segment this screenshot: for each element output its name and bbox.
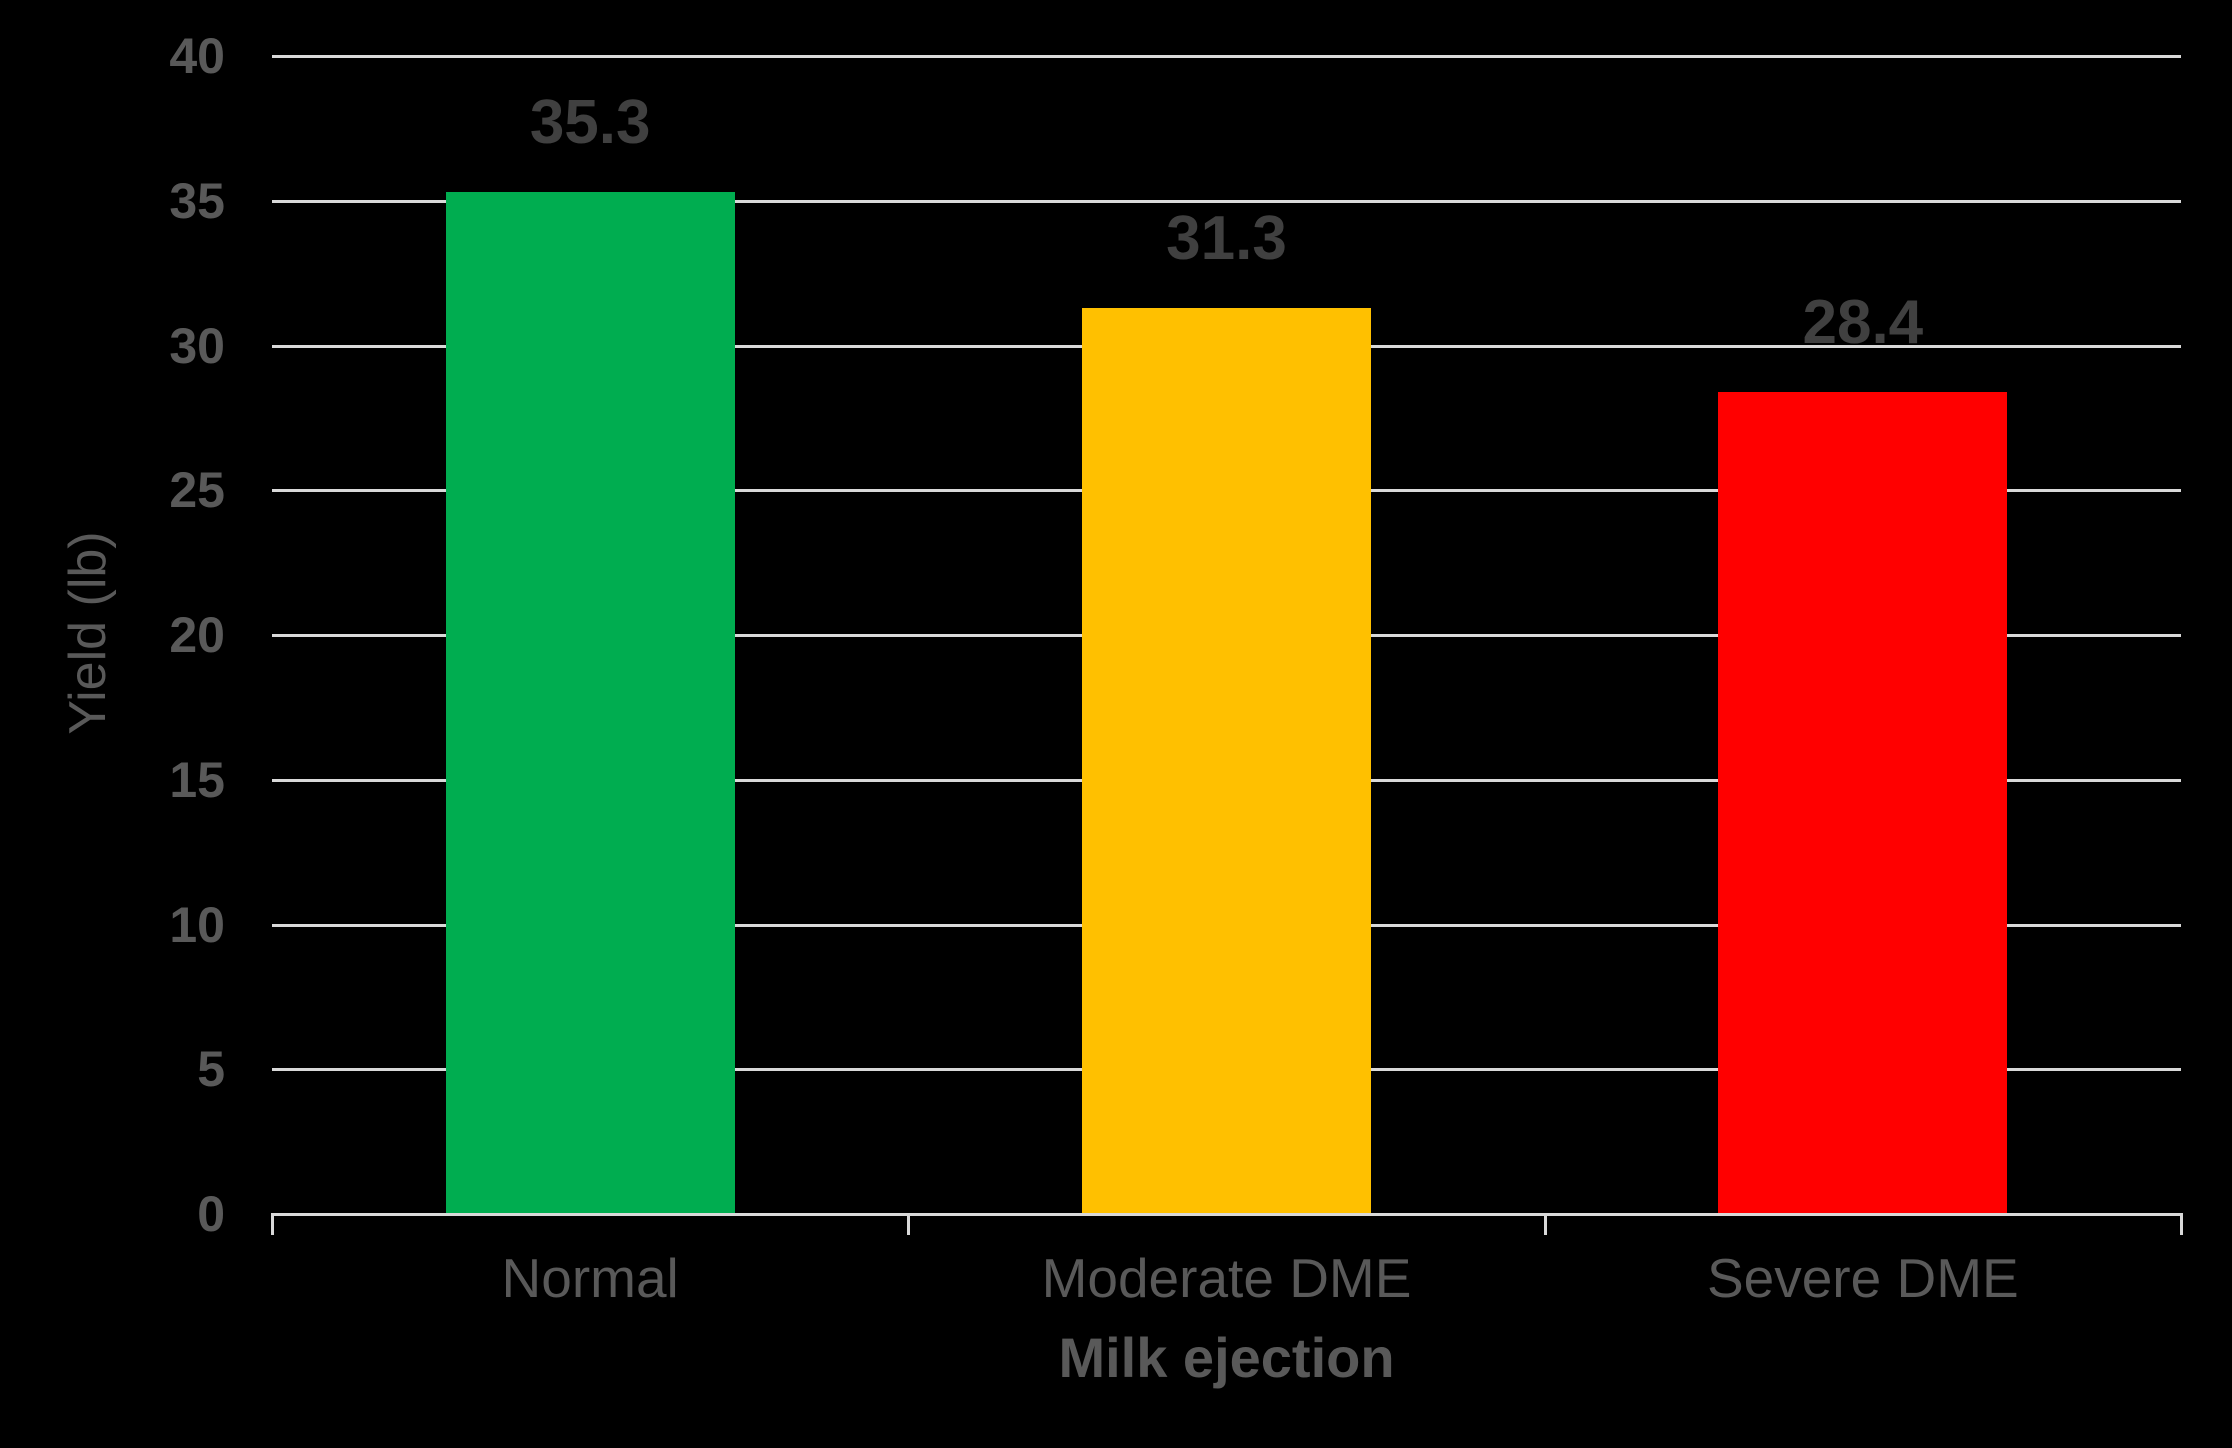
x-axis-title: Milk ejection xyxy=(1058,1326,1395,1389)
x-tick-label: Severe DME xyxy=(1706,1247,2019,1309)
y-tick-label: 0 xyxy=(197,1186,225,1242)
x-tick-label: Moderate DME xyxy=(1041,1247,1412,1309)
bar-moderate-dme xyxy=(1082,307,1371,1214)
y-tick-label: 5 xyxy=(197,1041,225,1098)
gridline xyxy=(272,199,2181,203)
x-tick-mark xyxy=(907,1213,911,1235)
x-tick-label: Normal xyxy=(501,1247,679,1309)
y-tick-label: 20 xyxy=(169,607,225,663)
data-label: 35.3 xyxy=(529,88,651,158)
y-tick-label: 40 xyxy=(169,28,225,84)
bar-normal xyxy=(445,192,735,1214)
data-label: 28.4 xyxy=(1802,287,1924,357)
x-tick-mark xyxy=(271,1213,274,1235)
y-tick-label: 10 xyxy=(169,896,225,953)
x-tick-mark xyxy=(1543,1213,1547,1235)
y-tick-label: 35 xyxy=(169,172,225,229)
gridline xyxy=(272,55,2181,58)
y-tick-label: 15 xyxy=(169,751,225,808)
bar-severe-dme xyxy=(1718,391,2008,1214)
y-tick-label: 30 xyxy=(169,317,225,374)
y-axis-title: Yield (lb) xyxy=(59,531,117,735)
y-tick-label: 25 xyxy=(169,462,225,519)
x-axis-line xyxy=(272,1213,2181,1216)
x-tick-mark xyxy=(2180,1213,2183,1235)
data-label: 31.3 xyxy=(1166,203,1287,273)
